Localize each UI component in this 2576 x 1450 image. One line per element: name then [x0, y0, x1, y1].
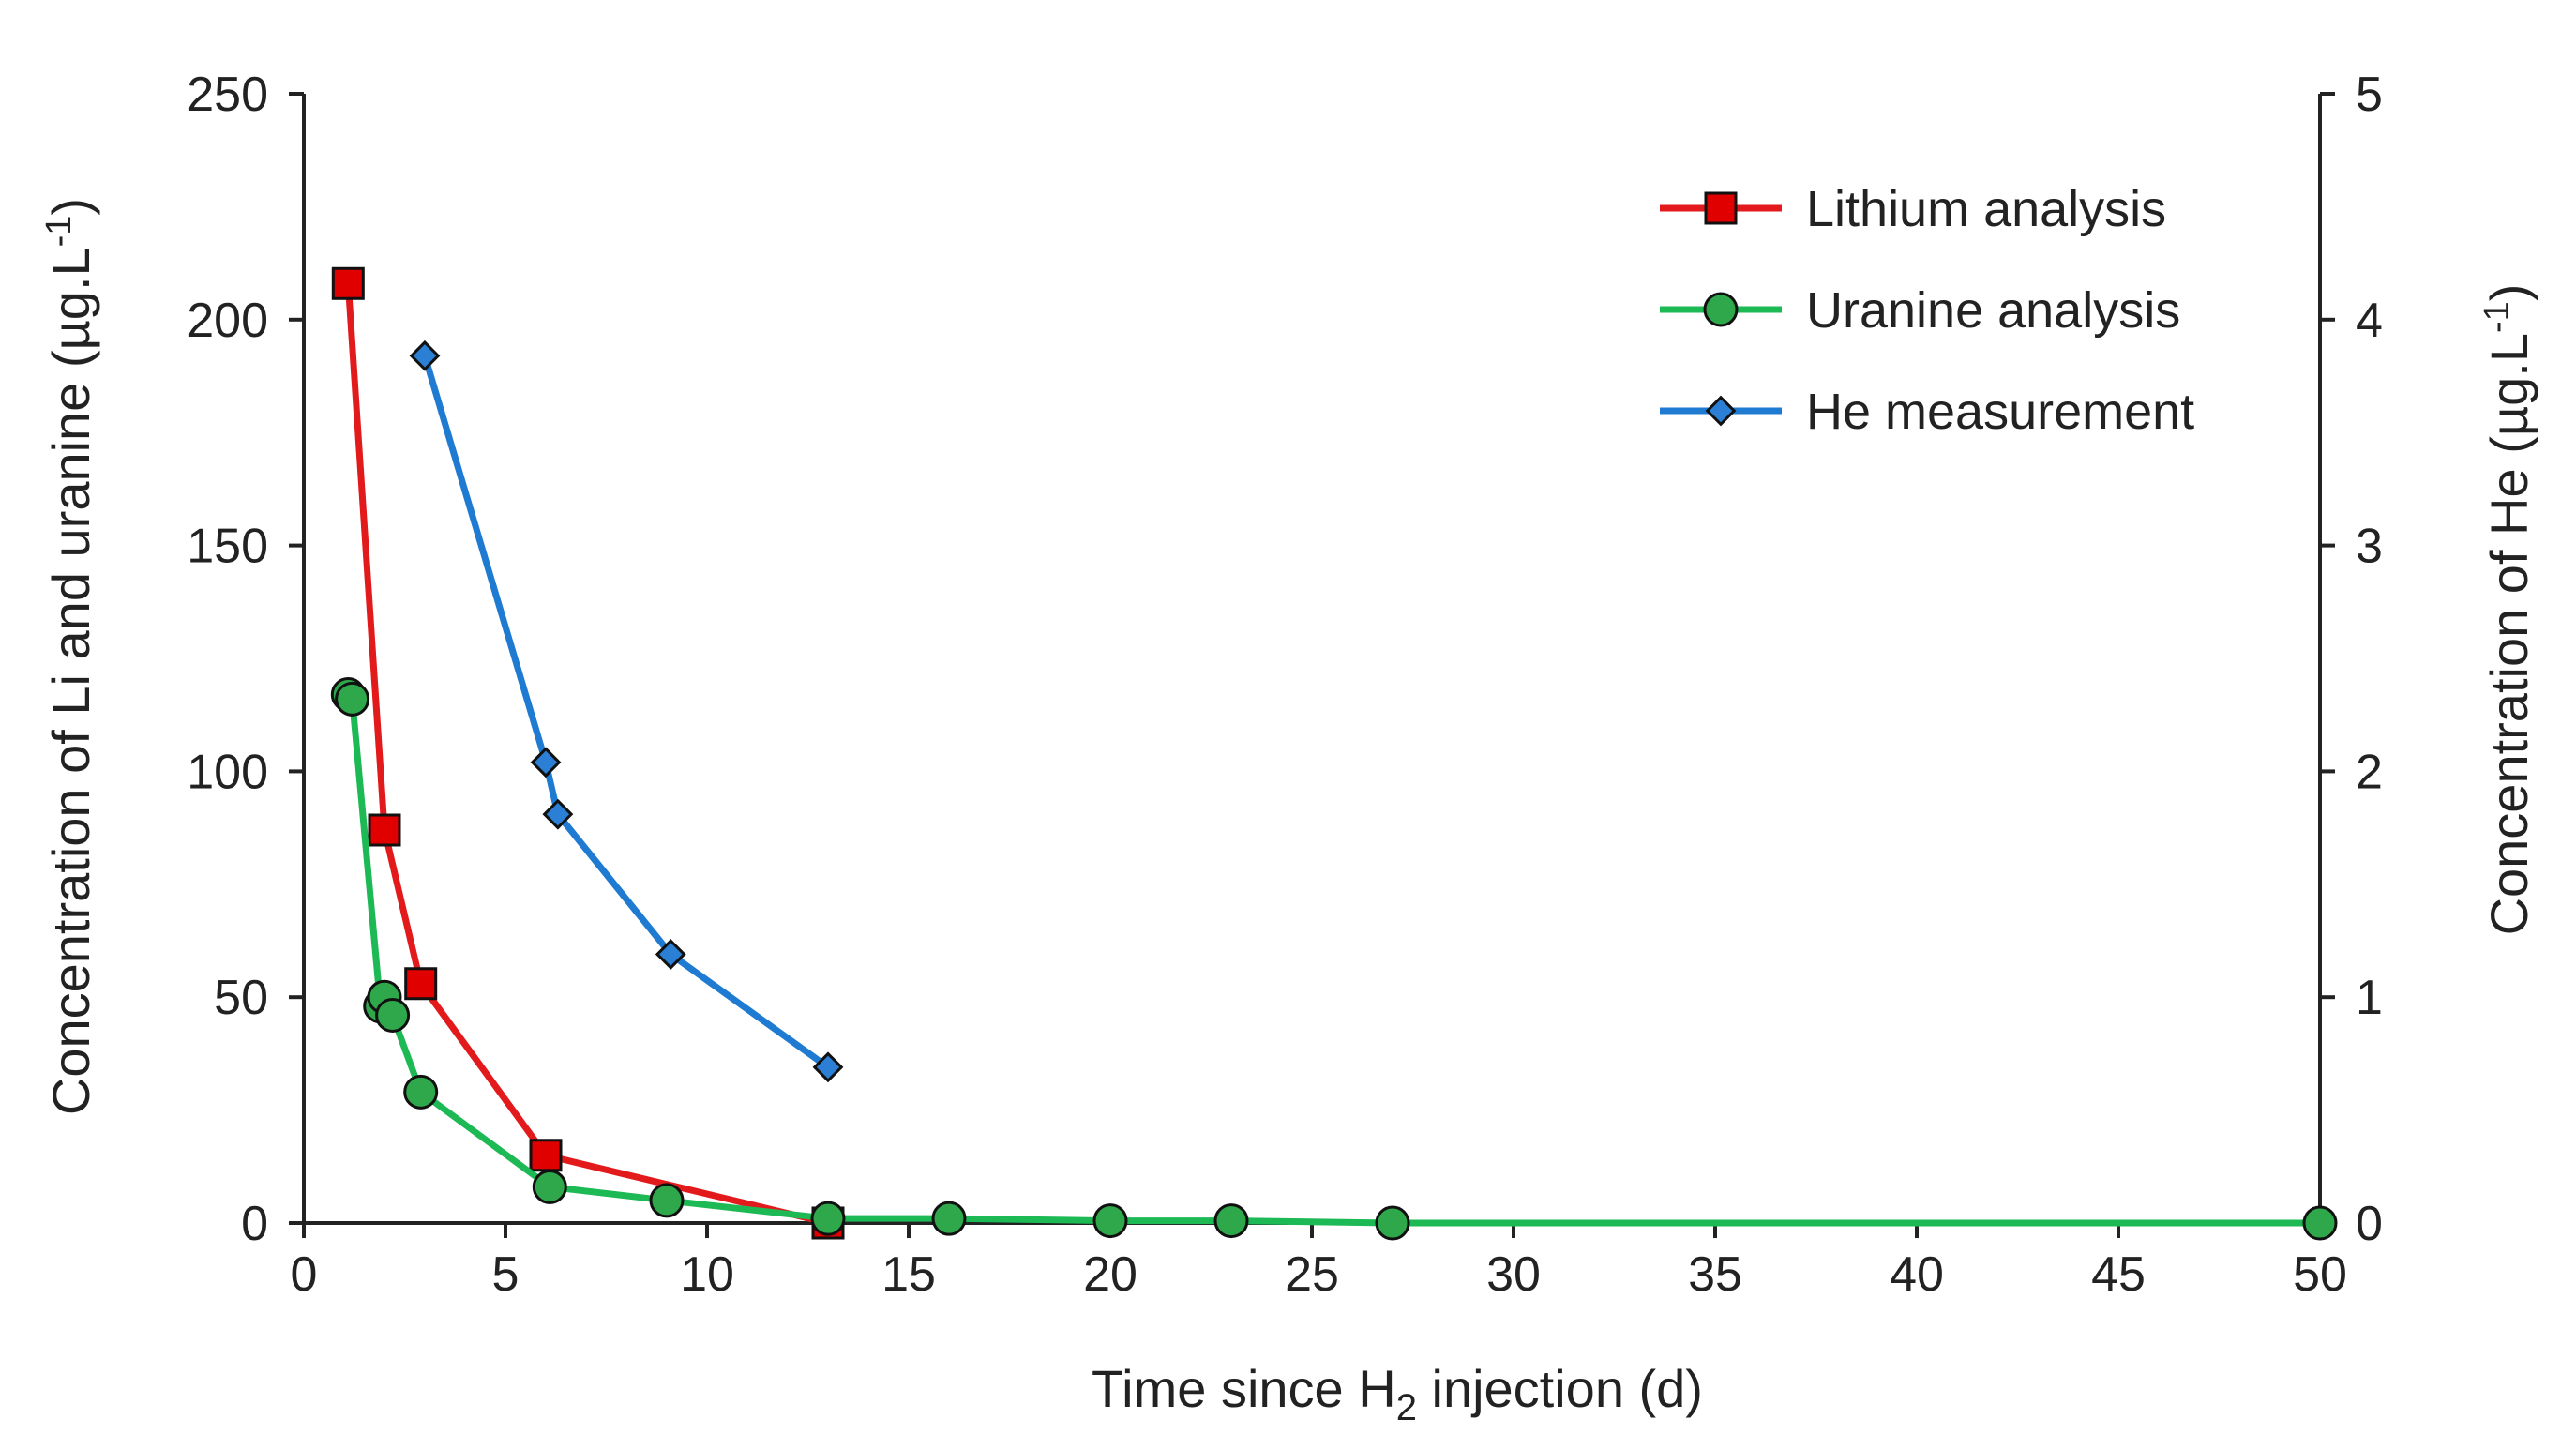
- x-tick-label-25: 25: [1285, 1247, 1339, 1302]
- legend-marker-2: [1705, 395, 1737, 427]
- data-point-2-3: [655, 939, 686, 970]
- legend-item-0: Lithium analysis: [1660, 181, 2166, 237]
- x-tick-label-45: 45: [2091, 1247, 2146, 1302]
- series-he-measurement: [409, 340, 844, 1083]
- x-tick-label-30: 30: [1486, 1247, 1541, 1302]
- data-point-1-6: [532, 1169, 567, 1204]
- legend-item-1: Uranine analysis: [1660, 282, 2180, 339]
- data-point-0-3: [529, 1139, 563, 1172]
- x-tick-label-5: 5: [492, 1247, 520, 1302]
- series-layer: [330, 266, 2338, 1241]
- data-point-1-5: [403, 1074, 439, 1110]
- x-tick-label-10: 10: [680, 1247, 734, 1302]
- y-right-tick-label-5: 5: [2356, 68, 2383, 122]
- x-tick-label-0: 0: [291, 1247, 318, 1302]
- x-tick-label-20: 20: [1083, 1247, 1137, 1302]
- series-uranine-analysis: [330, 677, 2338, 1241]
- data-point-0-1: [368, 813, 401, 847]
- series-line-1: [345, 692, 2320, 1227]
- data-point-0-0: [331, 266, 365, 300]
- data-point-1-1: [335, 681, 370, 717]
- legend-item-2: He measurement: [1660, 384, 2194, 440]
- data-point-0-2: [404, 967, 438, 1001]
- data-point-1-9: [931, 1201, 967, 1236]
- data-point-1-11: [1213, 1203, 1249, 1239]
- y-left-tick-label-150: 150: [187, 520, 268, 574]
- data-point-1-12: [1375, 1205, 1410, 1241]
- data-point-1-13: [2302, 1205, 2338, 1241]
- data-point-1-4: [375, 997, 411, 1033]
- y-left-tick-label-0: 0: [241, 1197, 268, 1251]
- legend-label-1: Uranine analysis: [1806, 282, 2180, 339]
- series-line-2: [421, 355, 831, 1070]
- data-point-1-8: [810, 1201, 846, 1236]
- y-right-tick-label-3: 3: [2356, 520, 2383, 574]
- x-axis-title: Time since H2 injection (d): [1092, 1359, 1703, 1428]
- legend: Lithium analysis Uranine analysis He measu…: [1660, 181, 2194, 440]
- data-point-1-7: [649, 1183, 685, 1218]
- y-left-tick-label-200: 200: [187, 294, 268, 348]
- y-right-tick-label-2: 2: [2356, 745, 2383, 799]
- x-tick-label-15: 15: [881, 1247, 936, 1302]
- axes: 0 5 10 15 20 25 30 35 40 45 5005010015020025001234…: [187, 68, 2383, 1302]
- data-point-2-2: [542, 798, 574, 830]
- x-tick-label-50: 50: [2293, 1247, 2347, 1302]
- y-right-tick-label-4: 4: [2356, 294, 2383, 348]
- y-axis-left-title: Concentration of Li and uranine (µg.L-1): [39, 198, 100, 1115]
- data-point-1-10: [1092, 1203, 1128, 1239]
- series-lithium-analysis: [331, 266, 845, 1240]
- legend-label-2: He measurement: [1806, 384, 2194, 440]
- y-left-tick-label-100: 100: [187, 745, 268, 799]
- y-left-tick-label-50: 50: [214, 971, 268, 1025]
- legend-marker-1: [1703, 292, 1739, 327]
- y-right-tick-label-0: 0: [2356, 1197, 2383, 1251]
- x-tick-label-35: 35: [1688, 1247, 1742, 1302]
- data-point-2-1: [530, 747, 562, 778]
- y-axis-right-title: Concentration of He (µg.L-1): [2478, 284, 2538, 936]
- x-tick-label-40: 40: [1890, 1247, 1944, 1302]
- y-right-tick-label-1: 1: [2356, 971, 2383, 1025]
- legend-label-0: Lithium analysis: [1806, 181, 2166, 237]
- legend-marker-0: [1704, 191, 1738, 225]
- data-point-2-4: [812, 1051, 844, 1083]
- y-left-tick-label-250: 250: [187, 68, 268, 122]
- data-point-2-0: [409, 340, 441, 371]
